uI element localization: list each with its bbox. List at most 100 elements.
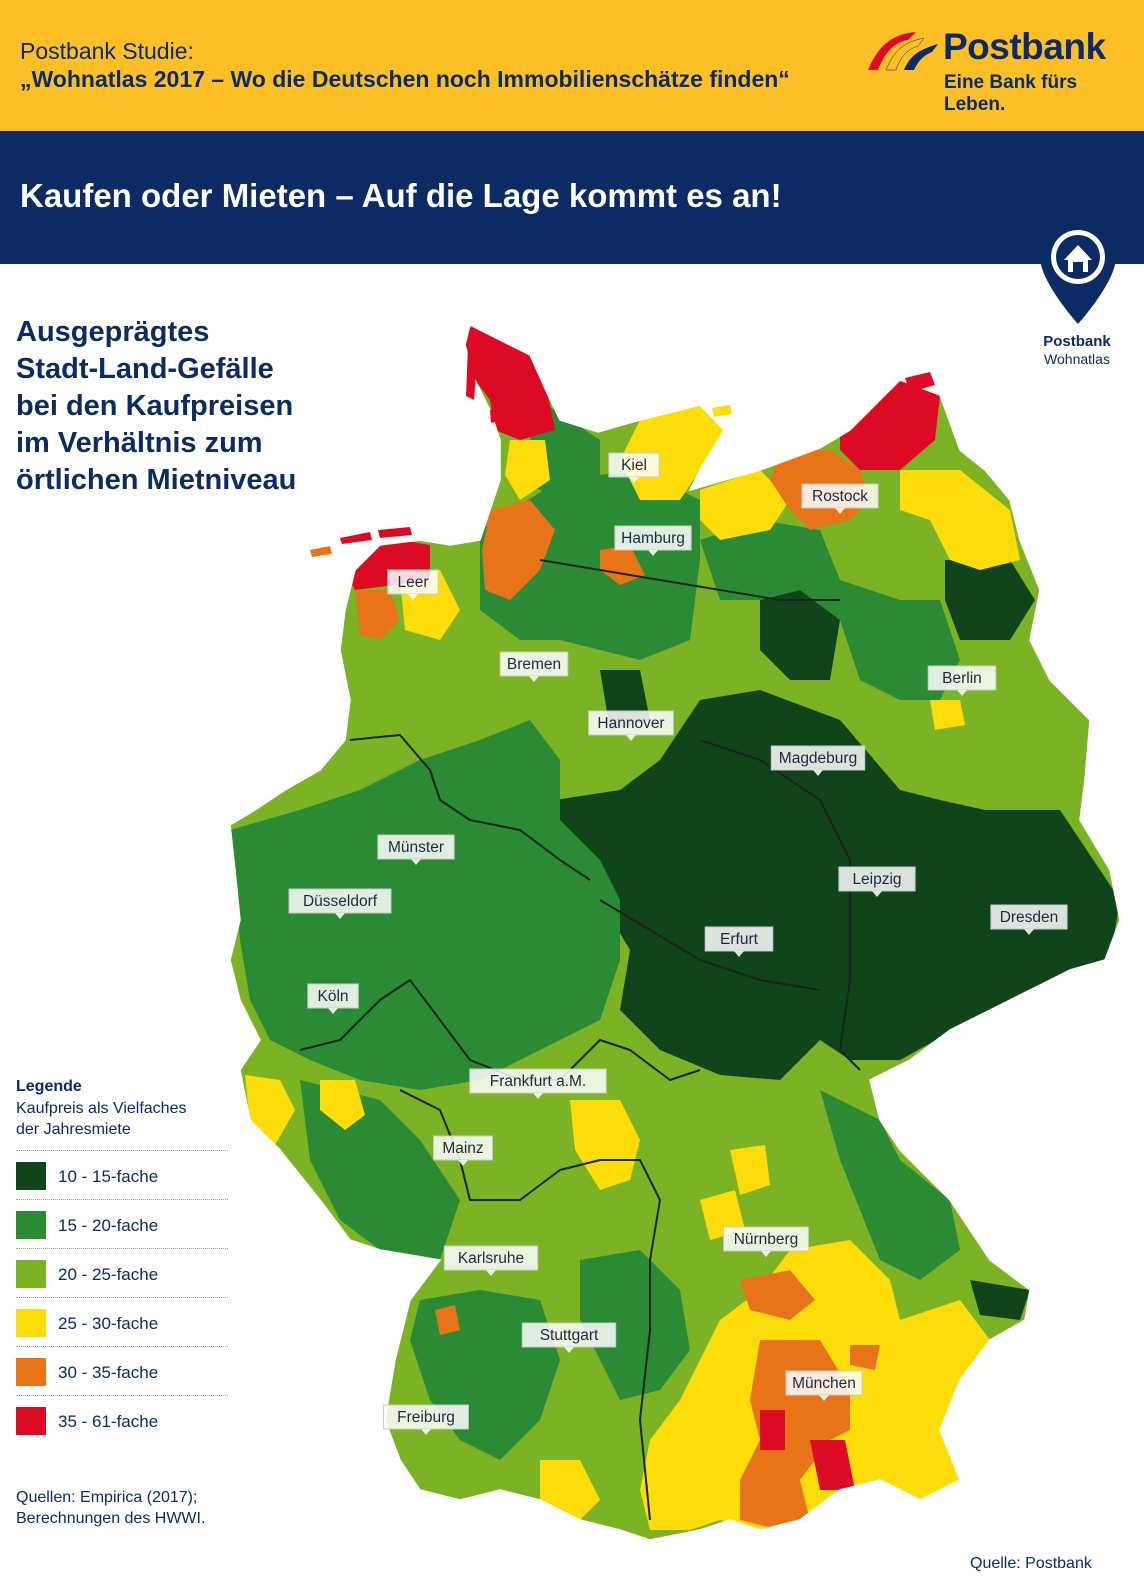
legend-swatch [16,1260,46,1288]
city-label-box [608,452,660,478]
city-name: Karlsruhe [458,1250,524,1267]
study-label: Postbank Studie: [20,38,194,64]
city-label: Leipzig [838,866,916,897]
legend-swatch [16,1211,46,1239]
city-label-box [990,904,1068,930]
city-label-box [469,1068,607,1094]
city-name: Nürnberg [734,1231,799,1248]
city-label: Freiburg [383,1404,469,1435]
city-label: Berlin [927,665,997,696]
city-label-box [927,665,997,691]
city-label-pointer [648,550,658,556]
sources-line: Quellen: Empirica (2017); [16,1489,198,1506]
city-label-box [377,834,455,860]
city-label-box [785,1370,863,1396]
city-name: Rostock [812,488,868,505]
city-label-pointer [626,735,636,741]
legend-label: 30 - 35-fache [58,1363,159,1382]
legend-item: 35 - 61-fache [16,1395,228,1444]
islands [310,345,935,557]
city-label: Köln [307,983,359,1014]
badge-subtitle: Wohnatlas [1044,351,1110,367]
city-name: Bremen [507,656,561,673]
postbank-swoosh-icon [868,32,938,71]
city-name: Erfurt [720,931,759,948]
header-bar: Postbank Studie: „Wohnatlas 2017 – Wo di… [0,0,1144,131]
city-name: Kiel [621,457,647,474]
subtitle-line: Stadt-Land-Gefälle [16,353,274,385]
legend-item: 15 - 20-fache [16,1199,228,1248]
city-label-box [838,866,916,892]
legend-item: 10 - 15-fache [16,1150,228,1199]
city-name: München [792,1375,856,1392]
city-name: Magdeburg [779,750,857,767]
sources-note: Quellen: Empirica (2017); Berechnungen d… [16,1487,205,1529]
location-pin-house-icon [1040,220,1116,324]
city-label: Münster [377,834,455,865]
postbank-logo[interactable]: Postbank Eine Bank fürs Leben. [864,22,1124,115]
city-label-box [383,1404,469,1430]
legend-label: 35 - 61-fache [58,1412,159,1431]
subtitle-line: Ausgeprägtes [16,316,210,348]
city-label-pointer [835,508,845,514]
city-name: Mainz [442,1140,483,1157]
city-labels: Kiel Rostock Hamburg Leer Bremen Berlin Hannov… [288,452,1068,1435]
city-label: Mainz [433,1135,493,1166]
city-label: Dresden [990,904,1068,935]
city-label: Stuttgart [521,1322,617,1353]
badge-title: Postbank [1043,333,1111,350]
subtitle-line: im Verhältnis zum [16,427,263,459]
city-name: Düsseldorf [303,893,378,910]
city-label-box [801,483,879,509]
city-label-pointer [1024,929,1034,935]
city-label: Frankfurt a.M. [469,1068,607,1099]
legend-item: 20 - 25-fache [16,1248,228,1297]
legend-swatch [16,1162,46,1190]
source-credit: Quelle: Postbank [970,1555,1092,1572]
city-label-pointer [629,477,639,483]
legend-swatch [16,1407,46,1435]
city-label: Leer [387,569,439,600]
city-name: Hannover [597,715,664,732]
city-label-pointer [486,1270,496,1276]
legend-subtitle: Kaufpreis als Vielfaches der Jahresmiete [16,1098,228,1140]
legend-item: 25 - 30-fache [16,1297,228,1346]
city-label-pointer [411,859,421,865]
city-label: Nürnberg [723,1226,809,1257]
germany-choropleth-map: Kiel Rostock Hamburg Leer Bremen Berlin Hannov… [229,323,1121,1541]
city-label: Kiel [608,452,660,483]
city-label-pointer [408,594,418,600]
city-label-box [499,651,569,677]
city-label-box [704,926,774,952]
city-label: München [785,1370,863,1401]
city-label: Karlsruhe [443,1245,539,1276]
city-label-pointer [328,1008,338,1014]
legend-list: 10 - 15-fache 15 - 20-fache 20 - 25-fach… [16,1150,228,1444]
city-label-pointer [761,1251,771,1257]
city-label: Bremen [499,651,569,682]
city-name: Berlin [942,670,982,687]
study-title: „Wohnatlas 2017 – Wo die Deutschen noch … [20,66,790,92]
logo-wordmark: Postbank [943,26,1106,67]
legend-label: 25 - 30-fache [58,1314,159,1333]
sources-line: Berechnungen des HWWI. [16,1510,206,1527]
city-label: Hannover [588,710,674,741]
city-name: Leer [397,574,428,591]
map-regions [230,325,1120,1540]
city-label: Düsseldorf [288,888,392,919]
city-label: Erfurt [704,926,774,957]
legend-swatch [16,1358,46,1386]
city-label-box [614,525,692,551]
city-label-box [770,745,866,771]
legend-subtitle-line: der Jahresmiete [16,1121,131,1138]
city-label-pointer [813,770,823,776]
map-subtitle: Ausgeprägtes Stadt-Land-Gefälle bei den … [16,314,346,499]
legend-item: 30 - 35-fache [16,1346,228,1395]
city-label-pointer [458,1160,468,1166]
city-label-pointer [957,690,967,696]
city-label-pointer [529,676,539,682]
city-label: Rostock [801,483,879,514]
city-label-pointer [564,1347,574,1353]
city-label-pointer [734,951,744,957]
city-name: Dresden [1000,909,1059,926]
